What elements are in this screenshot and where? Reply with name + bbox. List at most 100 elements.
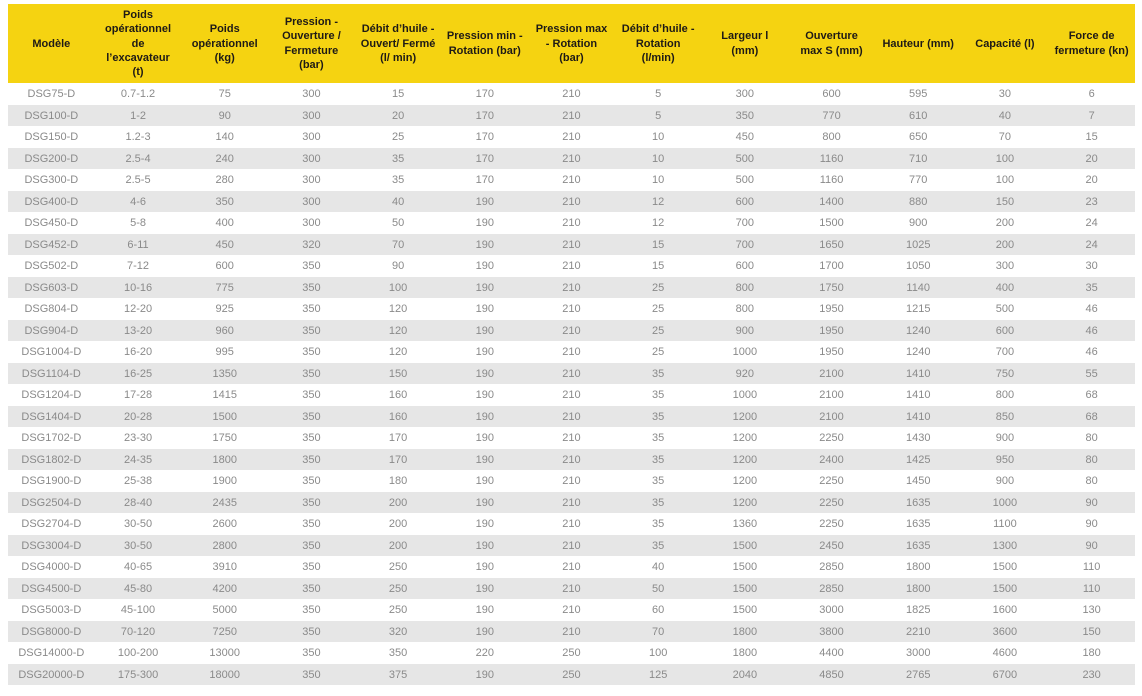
value-cell: 1600 <box>961 599 1049 621</box>
value-cell: 10 <box>614 126 702 148</box>
value-cell: 920 <box>701 362 789 385</box>
value-cell: 350 <box>268 577 355 600</box>
value-cell: 15 <box>354 83 442 105</box>
value-cell: 35 <box>614 448 702 471</box>
value-cell: 190 <box>441 427 529 449</box>
value-cell: 1100 <box>961 513 1049 535</box>
table-row: DSG100-D 1-2 90 300 20 170 210 5 350 770 610 40 7 <box>8 104 1135 127</box>
value-cell: 250 <box>528 642 615 664</box>
value-cell: 750 <box>961 362 1049 385</box>
value-cell: 170 <box>354 448 442 471</box>
value-cell: 1500 <box>181 405 269 428</box>
value-cell: 40 <box>961 104 1049 127</box>
value-cell: 900 <box>701 319 789 342</box>
value-cell: 950 <box>961 448 1049 471</box>
value-cell: 20-28 <box>94 405 182 428</box>
value-cell: 3000 <box>874 642 962 664</box>
excavator-grab-spec-table: Modèle Poids opérationnel de l’excavateur… <box>8 4 1135 686</box>
model-cell: DSG2704-D <box>8 513 95 535</box>
value-cell: 35 <box>614 384 702 406</box>
value-cell: 46 <box>1048 319 1135 342</box>
value-cell: 450 <box>701 126 789 148</box>
value-cell: 160 <box>354 405 442 428</box>
value-cell: 1200 <box>701 470 789 492</box>
value-cell: 350 <box>268 341 355 363</box>
value-cell: 10 <box>614 147 702 170</box>
table-row: DSG75-D 0.7-1.2 75 300 15 170 210 5 300 600 595 30 6 <box>8 83 1135 105</box>
value-cell: 850 <box>961 405 1049 428</box>
table-row: DSG5003-D 45-100 5000 350 250 190 210 60 1500 300… <box>8 599 1135 621</box>
value-cell: 300 <box>701 83 789 105</box>
value-cell: 610 <box>874 104 962 127</box>
value-cell: 24-35 <box>94 448 182 471</box>
value-cell: 2250 <box>788 427 875 449</box>
value-cell: 350 <box>268 556 355 578</box>
value-cell: 1950 <box>788 319 875 342</box>
value-cell: 1450 <box>874 470 962 492</box>
value-cell: 2210 <box>874 620 962 643</box>
value-cell: 2400 <box>788 448 875 471</box>
value-cell: 170 <box>441 126 529 148</box>
value-cell: 1950 <box>788 341 875 363</box>
value-cell: 210 <box>528 255 615 277</box>
value-cell: 500 <box>701 169 789 191</box>
value-cell: 2.5-4 <box>94 147 182 170</box>
value-cell: 600 <box>961 319 1049 342</box>
value-cell: 6-11 <box>94 233 182 256</box>
value-cell: 210 <box>528 83 615 105</box>
value-cell: 190 <box>441 405 529 428</box>
value-cell: 1500 <box>701 599 789 621</box>
value-cell: 35 <box>614 513 702 535</box>
value-cell: 24 <box>1048 212 1135 234</box>
table-row: DSG400-D 4-6 350 300 40 190 210 12 600 1400 880 150… <box>8 190 1135 213</box>
value-cell: 350 <box>268 319 355 342</box>
value-cell: 25 <box>354 126 442 148</box>
value-cell: 1800 <box>874 556 962 578</box>
value-cell: 1000 <box>701 341 789 363</box>
value-cell: 2100 <box>788 362 875 385</box>
value-cell: 1425 <box>874 448 962 471</box>
value-cell: 35 <box>1048 276 1135 299</box>
value-cell: 700 <box>701 212 789 234</box>
column-header: Largeur l (mm) <box>701 4 789 84</box>
table-row: DSG1802-D 24-35 1800 350 170 190 210 35 1200 2400… <box>8 448 1135 471</box>
value-cell: 2040 <box>701 663 789 686</box>
value-cell: 200 <box>354 491 442 514</box>
value-cell: 1500 <box>961 577 1049 600</box>
value-cell: 320 <box>268 233 355 256</box>
table-row: DSG1104-D 16-25 1350 350 150 190 210 35 920 2100 1… <box>8 362 1135 385</box>
value-cell: 20 <box>1048 147 1135 170</box>
model-cell: DSG20000-D <box>8 663 95 686</box>
value-cell: 10-16 <box>94 276 182 299</box>
value-cell: 35 <box>354 147 442 170</box>
value-cell: 280 <box>181 169 269 191</box>
value-cell: 170 <box>441 147 529 170</box>
value-cell: 3910 <box>181 556 269 578</box>
table-row: DSG2704-D 30-50 2600 350 200 190 210 35 1360 2250… <box>8 513 1135 535</box>
value-cell: 15 <box>614 255 702 277</box>
model-cell: DSG75-D <box>8 83 95 105</box>
table-body: DSG75-D 0.7-1.2 75 300 15 170 210 5 300 600 595 30 6… <box>8 83 1135 686</box>
value-cell: 170 <box>441 169 529 191</box>
value-cell: 30 <box>1048 255 1135 277</box>
value-cell: 250 <box>354 599 442 621</box>
model-cell: DSG400-D <box>8 190 95 213</box>
table-header: Modèle Poids opérationnel de l’excavateur… <box>8 4 1135 84</box>
value-cell: 350 <box>268 405 355 428</box>
value-cell: 180 <box>1048 642 1135 664</box>
value-cell: 1900 <box>181 470 269 492</box>
value-cell: 1500 <box>788 212 875 234</box>
value-cell: 2600 <box>181 513 269 535</box>
value-cell: 350 <box>268 642 355 664</box>
value-cell: 150 <box>961 190 1049 213</box>
value-cell: 1800 <box>181 448 269 471</box>
value-cell: 1.2-3 <box>94 126 182 148</box>
value-cell: 5 <box>614 104 702 127</box>
value-cell: 300 <box>268 169 355 191</box>
value-cell: 20 <box>1048 169 1135 191</box>
value-cell: 350 <box>268 620 355 643</box>
value-cell: 210 <box>528 233 615 256</box>
value-cell: 210 <box>528 427 615 449</box>
value-cell: 1200 <box>701 405 789 428</box>
